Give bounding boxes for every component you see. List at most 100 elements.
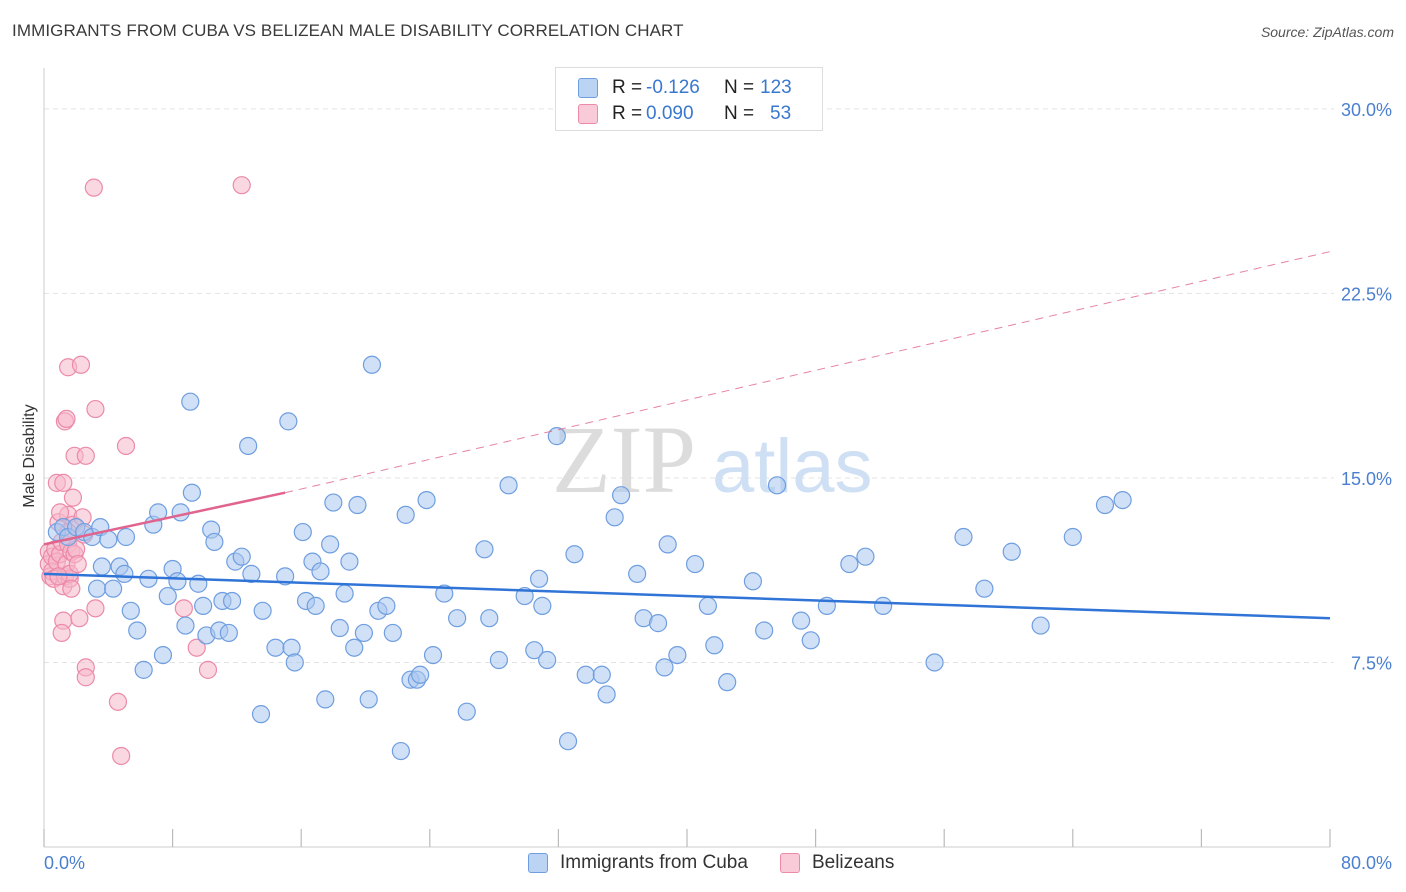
trend-lines: [43, 251, 1331, 620]
cuba-point: [168, 572, 187, 591]
belizeans-trend-line: [43, 491, 286, 546]
y-axis-label: Male Disability: [21, 404, 38, 507]
belizeans-point: [84, 178, 103, 197]
belizeans-point: [50, 503, 70, 522]
n-label: N =: [724, 103, 755, 124]
x-tick-label-max: 80.0%: [1341, 853, 1392, 873]
belizeans-point: [62, 579, 81, 598]
y-tick-labels: 7.5% 15.0% 22.5% 30.0%: [1341, 100, 1392, 674]
cuba-point: [251, 705, 271, 724]
n-label: N =: [724, 77, 755, 98]
cuba-point: [975, 579, 994, 598]
cuba-point: [348, 495, 367, 515]
chart-title: IMMIGRANTS FROM CUBA VS BELIZEAN MALE DI…: [12, 21, 684, 40]
cuba-point: [457, 702, 476, 721]
y-tick-label: 30.0%: [1341, 100, 1392, 120]
cuba-point: [253, 601, 272, 620]
gridlines: [44, 108, 1334, 663]
cuba-point: [92, 557, 111, 576]
legend-label-belizeans: Belizeans: [811, 852, 895, 873]
legend-row-cuba: R = -0.126 N = 123: [578, 75, 792, 101]
legend-item-belizeans[interactable]: Belizeans: [779, 852, 895, 874]
legend-item-cuba[interactable]: Immigrants from Cuba: [528, 852, 748, 874]
r-label: R =: [612, 103, 643, 124]
cuba-point: [489, 650, 509, 670]
cuba-point: [525, 641, 544, 660]
cuba-point: [330, 618, 349, 638]
cuba-point: [391, 741, 410, 761]
cuba-point: [115, 564, 134, 584]
cuba-point: [1063, 527, 1082, 547]
belizeans-point: [187, 638, 206, 657]
n-value: 53: [770, 103, 792, 124]
belizeans-point: [70, 609, 89, 628]
cuba-point: [1095, 495, 1115, 515]
cuba-point: [219, 623, 238, 643]
cuba-point: [611, 486, 631, 505]
chart-source: Source: ZipAtlas.com: [1260, 24, 1394, 40]
cuba-point: [324, 493, 343, 512]
cuba-point: [99, 530, 118, 549]
cuba-point: [435, 584, 454, 603]
cuba-point: [242, 564, 261, 584]
cuba-point: [628, 564, 647, 584]
cuba-point: [743, 572, 763, 591]
cuba-point: [171, 503, 190, 522]
cuba-point: [597, 685, 616, 704]
cuba-point: [411, 665, 430, 684]
watermark: ZIP atlas: [552, 406, 873, 513]
cuba-point: [377, 596, 396, 615]
watermark-atlas: atlas: [712, 424, 873, 509]
cuba-point: [354, 623, 373, 643]
cuba-point: [605, 508, 624, 527]
cuba-point: [182, 483, 201, 502]
cuba-point: [558, 732, 578, 751]
legend-swatch-cuba: [578, 78, 598, 98]
belizeans-point: [49, 567, 68, 586]
cuba-point: [87, 579, 107, 598]
series-legend: Immigrants from Cuba Belizeans: [528, 852, 926, 874]
cuba-point: [648, 614, 668, 633]
cuba-point: [592, 665, 611, 684]
belizeans-point: [86, 599, 105, 618]
cuba-point: [417, 490, 436, 510]
legend-row-belizeans: R = 0.090 N = 53: [578, 101, 791, 127]
cuba-point: [158, 586, 177, 606]
cuba-point: [423, 645, 443, 665]
cuba-point: [194, 596, 213, 615]
cuba-point: [954, 527, 973, 547]
cuba-point: [311, 562, 330, 581]
belizeans-point: [198, 660, 218, 679]
belizeans-point: [86, 399, 105, 419]
r-value: -0.126: [646, 77, 700, 98]
belizeans-point: [108, 692, 128, 711]
cuba-point: [282, 638, 301, 657]
cuba-point: [565, 545, 584, 564]
cuba-point: [153, 645, 173, 665]
y-tick-label: 22.5%: [1341, 284, 1392, 304]
cuba-point: [232, 547, 251, 566]
cuba-points: [47, 355, 1132, 761]
belizeans-point: [76, 446, 95, 465]
cuba-point: [925, 653, 944, 672]
cuba-point: [480, 609, 499, 628]
cuba-point: [285, 653, 304, 672]
cuba-point: [1002, 542, 1021, 561]
cuba-point: [293, 522, 312, 542]
cuba-point: [1113, 490, 1132, 510]
cuba-point: [705, 636, 724, 655]
cuba-point: [538, 650, 557, 670]
cuba-point: [116, 527, 136, 547]
cuba-point: [547, 427, 566, 446]
cuba-point: [792, 611, 811, 630]
r-label: R =: [612, 77, 643, 98]
belizeans-point: [76, 668, 95, 687]
legend-swatch-belizeans: [779, 853, 800, 873]
belizeans-trend-line-extended: [285, 251, 1331, 494]
cuba-point: [121, 601, 140, 620]
belizeans-point: [68, 554, 87, 574]
cuba-point: [698, 596, 717, 615]
cuba-point: [362, 355, 382, 374]
cuba-point: [335, 584, 354, 603]
cuba-point: [1031, 616, 1050, 635]
